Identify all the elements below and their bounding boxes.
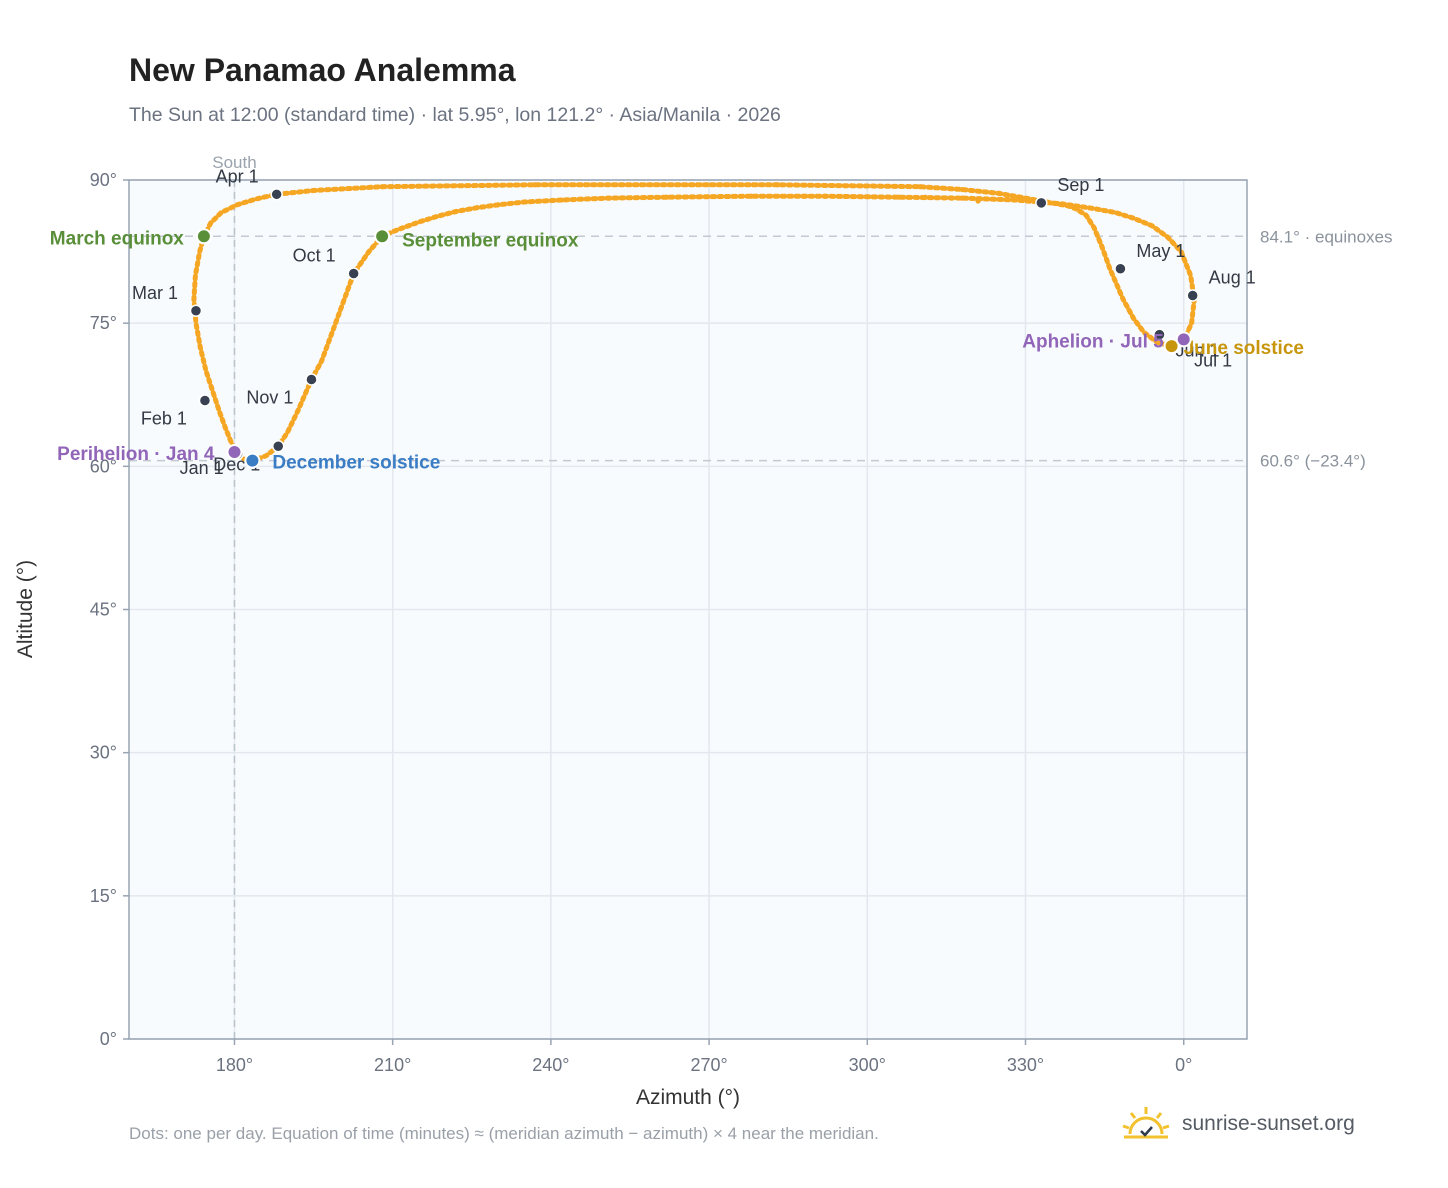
reference-lines: South 84.1° · equinoxes 60.6° (−23.4°) [129, 153, 1393, 1039]
month-label: Aug 1 [1209, 267, 1256, 287]
chart-subtitle: The Sun at 12:00 (standard time) · lat 5… [129, 104, 781, 126]
day-dot [532, 182, 538, 188]
day-dot [606, 195, 612, 201]
grid-lines [129, 179, 1247, 1040]
altitude-reference-label: 84.1° · equinoxes [1260, 227, 1393, 246]
y-tick-label: 0° [100, 1029, 117, 1049]
day-dot [822, 193, 828, 199]
month-marker [305, 373, 318, 386]
y-tick-label: 90° [90, 170, 117, 190]
brand-name: sunrise-sunset.org [1182, 1112, 1355, 1135]
altitude-reference-label: 60.6° (−23.4°) [1260, 452, 1366, 471]
event-marker [226, 444, 243, 461]
day-dot [775, 182, 781, 188]
x-tick-label: 240° [532, 1055, 569, 1075]
day-dot [310, 187, 317, 194]
day-dot [801, 193, 807, 199]
month-marker [1186, 289, 1199, 302]
x-tick-label: 180° [216, 1055, 253, 1075]
day-dot [558, 197, 565, 203]
day-dot [521, 199, 528, 205]
day-dot [748, 193, 754, 199]
event-label: Aphelion · Jul 5 [1022, 331, 1164, 352]
y-tick-label: 75° [90, 313, 117, 333]
month-label: May 1 [1136, 241, 1185, 261]
day-dot [975, 198, 981, 204]
event-marker [1163, 338, 1180, 355]
axis-ticks: 180° 210° 240° 270° 300° 330° 0° 0° 15° 30° 45° 60°… [90, 170, 1193, 1075]
x-tick-label: 210° [374, 1055, 411, 1075]
month-label: Oct 1 [293, 246, 336, 266]
brand[interactable]: sunrise-sunset.org [1120, 1102, 1355, 1146]
y-tick-label: 15° [90, 886, 117, 906]
event-label: September equinox [402, 230, 579, 251]
month-label: Feb 1 [141, 408, 187, 428]
day-dot [474, 205, 480, 211]
x-tick-label: 270° [690, 1055, 727, 1075]
day-dot [949, 195, 955, 201]
month-marker [347, 267, 360, 280]
month-label: Jan 1 [180, 458, 224, 478]
y-tick-label: 60° [90, 456, 117, 476]
day-dot [379, 184, 385, 190]
event-marker [1175, 331, 1192, 348]
day-dot [922, 194, 928, 200]
day-dot [959, 195, 965, 201]
day-dot [453, 208, 459, 215]
month-label: Mar 1 [132, 283, 178, 303]
x-tick-label: 300° [849, 1055, 886, 1075]
event-markers: March equinox September equinox December s… [50, 228, 1304, 474]
x-tick-label: 0° [1175, 1055, 1192, 1075]
month-label: Nov 1 [246, 387, 293, 407]
event-label: June solstice [1184, 338, 1304, 359]
x-tick-label: 330° [1007, 1055, 1044, 1075]
event-marker [374, 228, 391, 245]
day-dot [959, 186, 965, 193]
footnote: Dots: one per day. Equation of time (min… [129, 1124, 879, 1143]
day-dot [917, 184, 923, 190]
month-label: Apr 1 [216, 166, 259, 186]
month-marker [1114, 262, 1127, 276]
south-label: South [212, 153, 256, 172]
day-dot [664, 194, 670, 200]
event-label: Perihelion · Jan 4 [57, 444, 215, 465]
month-marker [1035, 196, 1048, 210]
x-axis-label: Azimuth (°) [636, 1086, 740, 1109]
event-label: December solstice [272, 453, 440, 474]
month-label: Jul 1 [1194, 350, 1232, 370]
chart-title: New Panamao Analemma [129, 52, 516, 88]
y-axis-label: Altitude (°) [14, 560, 37, 658]
event-marker [244, 452, 261, 469]
y-tick-label: 30° [90, 743, 117, 763]
day-dot [896, 194, 902, 200]
month-marker [198, 394, 212, 407]
y-tick-label: 45° [90, 600, 117, 620]
month-marker [1153, 328, 1166, 341]
event-marker [195, 228, 212, 245]
month-marker [270, 188, 283, 201]
sun-icon [1122, 1107, 1170, 1139]
month-marker [189, 304, 203, 318]
month-marker [271, 440, 285, 453]
day-dot [495, 202, 501, 208]
day-dot [996, 190, 1002, 196]
month-label: Sep 1 [1057, 175, 1104, 195]
event-label: March equinox [50, 228, 185, 249]
day-dot [1012, 197, 1018, 203]
